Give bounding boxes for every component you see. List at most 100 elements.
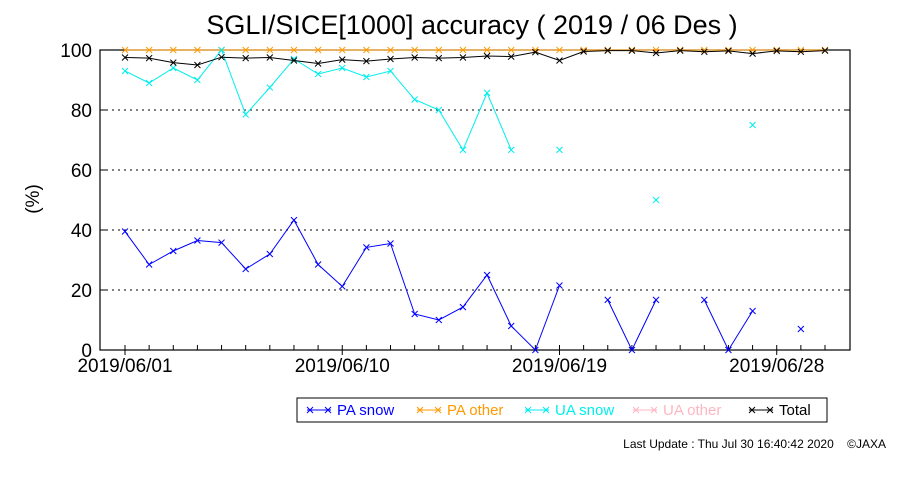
data-point-4-27 — [773, 47, 781, 55]
series-line-2-0 — [124, 49, 512, 151]
legend-label: PA other — [447, 402, 503, 419]
data-point-2-8 — [314, 70, 322, 78]
data-point-0-16 — [507, 322, 515, 330]
data-point-0-3 — [194, 237, 201, 244]
data-point-0-6 — [266, 250, 274, 258]
data-point-0-1 — [145, 261, 153, 268]
data-point-4-26 — [749, 50, 756, 57]
series-ua-snow — [121, 46, 756, 204]
data-point-0-2 — [169, 247, 177, 255]
data-point-1-5 — [242, 46, 250, 54]
data-point-0-0 — [121, 228, 129, 235]
data-point-1-9 — [338, 46, 346, 54]
legend-marker — [632, 406, 640, 414]
data-point-2-12 — [411, 96, 419, 103]
data-point-4-2 — [169, 59, 177, 66]
series-line-0-1 — [607, 299, 657, 352]
chart-title: SGLI/SICE[1000] accuracy ( 2019 / 06 Des… — [206, 10, 737, 40]
data-point-4-16 — [507, 53, 515, 60]
data-point-0-21 — [628, 346, 636, 354]
data-point-1-12 — [411, 46, 419, 54]
data-point-1-10 — [363, 46, 370, 54]
y-axis-label: (%) — [23, 184, 44, 214]
data-point-0-10 — [363, 244, 370, 251]
data-point-1-1 — [145, 46, 153, 54]
legend-item-ua-other: UA other — [632, 402, 721, 419]
footer: Last Update : Thu Jul 30 16:40:42 2020 ©… — [623, 437, 886, 451]
legend: PA snow PA other UA snow UA other Total — [296, 397, 828, 423]
x-axis-ticks: 2019/06/01 2019/06/10 2019/06/19 2019/06/28 — [77, 345, 826, 377]
y-tick-label-20: 20 — [71, 281, 92, 302]
data-point-1-0 — [121, 46, 129, 54]
last-update-text: Last Update : Thu Jul 30 16:40:42 2020 — [623, 437, 834, 451]
y-tick-label-60: 60 — [71, 161, 92, 182]
legend-label: Total — [779, 402, 811, 419]
data-point-4-4 — [218, 53, 225, 61]
data-point-4-9 — [338, 56, 346, 63]
data-point-0-28 — [797, 325, 805, 333]
legend-label: PA snow — [337, 402, 394, 419]
legend-marker — [434, 406, 442, 414]
data-point-4-13 — [435, 54, 443, 62]
x-tick-label-19: 2019/06/19 — [512, 356, 607, 377]
legend-marker — [306, 406, 314, 414]
legend-marker — [416, 406, 424, 414]
data-point-0-22 — [652, 296, 660, 304]
legend-box — [296, 397, 828, 423]
data-point-1-15 — [483, 46, 491, 54]
data-point-0-18 — [556, 282, 563, 289]
data-point-2-2 — [169, 64, 177, 72]
plot-frame — [99, 49, 851, 351]
series-line-0-0 — [124, 219, 560, 351]
data-point-4-20 — [604, 47, 612, 54]
data-point-2-0 — [121, 67, 129, 75]
data-point-0-13 — [435, 316, 443, 324]
series-line-4-0 — [124, 50, 826, 66]
data-point-4-12 — [411, 54, 419, 61]
data-point-4-14 — [459, 54, 467, 61]
data-point-4-3 — [194, 61, 201, 69]
data-point-1-2 — [169, 46, 177, 54]
series-layer — [121, 46, 829, 354]
data-point-2-15 — [483, 89, 491, 97]
data-point-0-5 — [242, 265, 250, 273]
series-pa-snow — [121, 216, 805, 354]
data-point-1-18 — [556, 46, 563, 54]
data-point-4-22 — [652, 49, 660, 57]
data-point-0-11 — [387, 240, 394, 247]
y-tick-label-40: 40 — [71, 221, 92, 242]
y-tick-label-100: 100 — [60, 41, 92, 62]
data-point-4-18 — [556, 57, 563, 64]
data-point-0-20 — [604, 296, 612, 304]
legend-marker — [324, 406, 332, 414]
data-point-2-6 — [266, 84, 274, 91]
data-point-4-21 — [628, 47, 636, 54]
data-point-4-19 — [580, 48, 587, 55]
data-point-0-24 — [700, 296, 708, 304]
data-point-0-15 — [483, 271, 491, 279]
x-tick-label-10: 2019/06/10 — [295, 356, 390, 377]
data-point-1-27 — [773, 46, 781, 54]
y-tick-label-0: 0 — [81, 341, 92, 362]
data-point-0-17 — [531, 346, 539, 354]
x-tick-label-1: 2019/06/01 — [77, 356, 172, 377]
data-point-2-18 — [556, 146, 563, 154]
plot-border — [99, 49, 851, 351]
data-point-1-11 — [387, 46, 394, 54]
legend-marker — [766, 406, 774, 414]
data-point-4-0 — [121, 54, 129, 61]
data-point-2-10 — [363, 73, 370, 81]
data-point-4-15 — [483, 52, 491, 60]
legend-item-pa-snow: PA snow — [306, 402, 394, 419]
data-point-4-28 — [797, 48, 805, 56]
data-point-1-13 — [435, 46, 443, 54]
data-point-1-6 — [266, 46, 274, 54]
data-point-4-1 — [145, 54, 153, 62]
data-point-4-17 — [531, 48, 539, 56]
legend-item-pa-other: PA other — [416, 402, 503, 419]
data-point-4-11 — [387, 55, 394, 63]
data-point-2-26 — [749, 121, 756, 129]
data-point-4-6 — [266, 54, 274, 61]
legend-marker — [748, 406, 756, 414]
data-point-1-7 — [290, 46, 298, 54]
